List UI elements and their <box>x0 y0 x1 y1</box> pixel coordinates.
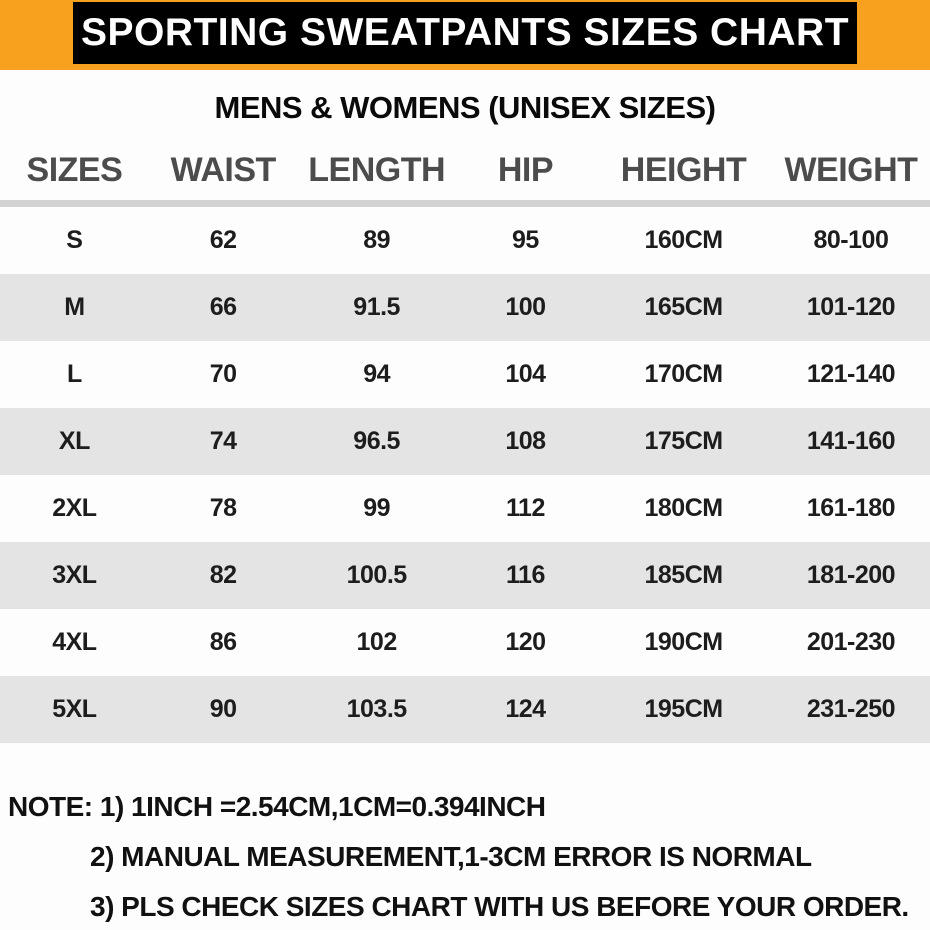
table-row: 5XL 90 103.5 124 195CM 231-250 <box>0 676 930 743</box>
table-cell: 112 <box>506 494 545 522</box>
table-cell: 165CM <box>644 293 723 321</box>
table-cell: 101-120 <box>806 293 896 321</box>
column-header: LENGTH <box>297 140 456 207</box>
column-header: WEIGHT <box>771 140 930 207</box>
table-cell: 66 <box>209 293 237 321</box>
table-cell: 170CM <box>644 360 723 388</box>
table-cell: 104 <box>505 360 546 388</box>
table-cell: 121-140 <box>806 360 896 388</box>
table-cell: 89 <box>363 226 391 254</box>
table-cell: 180CM <box>644 494 723 522</box>
table-cell: 82 <box>209 561 237 589</box>
table-cell: 70 <box>209 360 237 388</box>
content-panel: MENS & WOMENS (UNISEX SIZES) SIZES WAIST L… <box>0 70 930 930</box>
table-cell: 190CM <box>644 628 723 656</box>
table-cell: 108 <box>505 427 546 455</box>
size-cell: 3XL <box>52 561 97 589</box>
size-cell: M <box>64 293 85 321</box>
size-cell: 4XL <box>52 628 97 656</box>
table-cell: 94 <box>363 360 391 388</box>
column-header: SIZES <box>0 140 149 207</box>
table-cell: 100 <box>505 293 546 321</box>
table-cell: 103.5 <box>346 695 408 723</box>
table-cell: 62 <box>209 226 237 254</box>
top-orange-strip: SPORTING SWEATPANTS SIZES CHART <box>0 0 930 70</box>
table-cell: 181-200 <box>806 561 896 589</box>
size-cell: S <box>66 226 83 254</box>
banner-title: SPORTING SWEATPANTS SIZES CHART <box>73 2 857 64</box>
table-cell: 80-100 <box>813 226 889 254</box>
size-cell: XL <box>58 427 90 455</box>
table-cell: 96.5 <box>353 427 400 455</box>
size-cell: L <box>67 360 82 388</box>
table-cell: 102 <box>356 628 398 656</box>
table-cell: 124 <box>505 695 546 723</box>
table-row: 3XL 82 100.5 116 185CM 181-200 <box>0 542 930 609</box>
table-cell: 86 <box>209 628 237 656</box>
table-cell: 185CM <box>644 561 723 589</box>
table-row: 4XL 86 102 120 190CM 201-230 <box>0 609 930 676</box>
size-table-body: S 62 89 95 160CM 80-100 M 66 91.5 100 165CM 101-120… <box>0 203 930 743</box>
column-header: HEIGHT <box>595 140 772 207</box>
table-cell: 160CM <box>644 226 723 254</box>
table-cell: 175CM <box>644 427 723 455</box>
table-cell: 78 <box>209 494 237 522</box>
table-row: M 66 91.5 100 165CM 101-120 <box>0 274 930 341</box>
table-cell: 161-180 <box>806 494 896 522</box>
note-line: 2) MANUAL MEASUREMENT,1-3CM ERROR IS NOR… <box>90 841 812 872</box>
size-chart-table: SIZES WAIST LENGTH HIP HEIGHT WEIGHT S 62 89 95 1… <box>0 140 930 743</box>
table-cell: 141-160 <box>806 427 896 455</box>
note-line: NOTE: 1) 1INCH =2.54CM,1CM=0.394INCH <box>8 791 546 822</box>
table-cell: 99 <box>363 494 391 522</box>
table-row: S 62 89 95 160CM 80-100 <box>0 203 930 274</box>
table-row: XL 74 96.5 108 175CM 141-160 <box>0 408 930 475</box>
size-cell: 2XL <box>52 494 97 522</box>
note-line: 3) PLS CHECK SIZES CHART WITH US BEFORE … <box>90 891 909 922</box>
column-header: WAIST <box>148 140 298 207</box>
table-cell: 90 <box>209 695 237 723</box>
subtitle: MENS & WOMENS (UNISEX SIZES) <box>214 90 716 125</box>
table-cell: 231-250 <box>806 695 896 723</box>
table-row: L 70 94 104 170CM 121-140 <box>0 341 930 408</box>
column-header: HIP <box>455 140 596 207</box>
table-cell: 201-230 <box>806 628 896 656</box>
size-table-head-row: SIZES WAIST LENGTH HIP HEIGHT WEIGHT <box>0 140 930 207</box>
table-cell: 91.5 <box>353 293 400 321</box>
size-cell: 5XL <box>52 695 97 723</box>
table-row: 2XL 78 99 112 180CM 161-180 <box>0 475 930 542</box>
table-cell: 195CM <box>644 695 723 723</box>
table-cell: 95 <box>512 226 539 254</box>
table-cell: 100.5 <box>346 561 408 589</box>
table-cell: 116 <box>506 561 545 589</box>
table-cell: 74 <box>209 427 237 455</box>
notes: NOTE: 1) 1INCH =2.54CM,1CM=0.394INCH 2) M… <box>0 743 930 923</box>
table-cell: 120 <box>505 628 546 656</box>
